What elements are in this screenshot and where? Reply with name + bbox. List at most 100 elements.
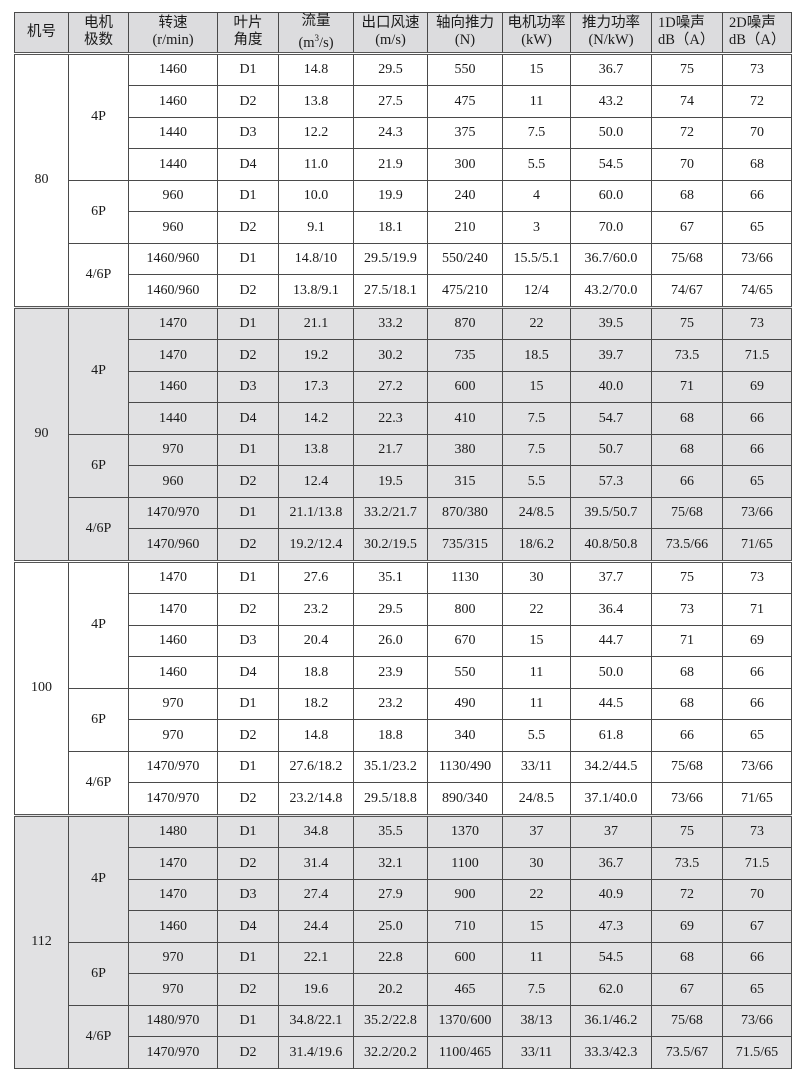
blade-angle-cell: D1 [217,687,279,721]
header-noise-2d-l2: dB（A） [729,32,786,49]
table-row: 970 D2 19.6 20.2 465 7.5 62.0 67 65 [15,973,792,1006]
motor-power-cell: 7.5 [502,973,571,1006]
noise-1d-cell: 68 [651,656,723,689]
noise-1d-cell: 75/68 [651,750,723,784]
motor-power-cell: 22 [502,306,571,341]
blade-angle-cell: D1 [217,750,279,784]
flow-cell: 19.2 [278,339,354,372]
table-row: 6P 960 D1 10.0 19.9 240 4 60.0 68 66 [15,179,792,244]
blade-angle-cell: D4 [217,148,279,181]
speed-cell: 1470 [128,306,218,341]
noise-2d-cell: 70 [722,878,792,912]
header-speed-l1: 转速 [158,15,188,32]
table-row: 960 D2 12.4 19.5 315 5.5 57.3 66 65 [15,465,792,498]
header-flow-unit-b: /s) [319,34,334,51]
noise-1d-cell: 68 [651,179,723,213]
speed-cell: 1480/970 [128,1004,218,1038]
noise-2d-cell: 69 [722,370,792,404]
axial-thrust-cell: 1100 [427,847,503,880]
poles-cell: 4P [68,306,129,435]
thrust-power-cell: 61.8 [570,719,652,752]
flow-cell: 13.8 [278,433,354,467]
thrust-power-cell: 70.0 [570,211,652,244]
blade-angle-cell: D1 [217,496,279,530]
flow-cell: 22.1 [278,941,354,975]
header-noise-2d: 2D噪声 dB（A） [722,12,792,54]
axial-thrust-cell: 550 [427,656,503,689]
motor-power-cell: 33/11 [502,750,571,784]
speed-cell: 1460 [128,370,218,404]
axial-thrust-cell: 465 [427,973,503,1006]
outlet-velocity-cell: 25.0 [353,910,428,943]
noise-2d-cell: 72 [722,85,792,118]
poles-cell: 4P [68,560,129,689]
axial-thrust-cell: 315 [427,465,503,498]
motor-power-cell: 7.5 [502,433,571,467]
outlet-velocity-cell: 24.3 [353,116,428,150]
noise-2d-cell: 66 [722,402,792,435]
speed-cell: 960 [128,465,218,498]
speed-cell: 1470 [128,339,218,372]
flow-cell: 19.6 [278,973,354,1006]
noise-2d-cell: 71.5 [722,847,792,880]
table-row: 1440 D4 14.2 22.3 410 7.5 54.7 68 66 [15,402,792,435]
thrust-power-cell: 39.5/50.7 [570,496,652,530]
axial-thrust-cell: 300 [427,148,503,181]
noise-2d-cell: 73 [722,52,792,87]
noise-2d-cell: 71 [722,593,792,626]
noise-2d-cell: 73 [722,306,792,341]
section-machine-90: 90 4P 1470 D1 21.1 33.2 870 22 39.5 75 73 1470 D2 19.… [14,306,792,562]
blade-angle-cell: D2 [217,85,279,118]
speed-cell: 1470 [128,847,218,880]
flow-cell: 14.2 [278,402,354,435]
axial-thrust-cell: 1370 [427,814,503,849]
noise-2d-cell: 71.5 [722,339,792,372]
motor-power-cell: 4 [502,179,571,213]
speed-cell: 960 [128,179,218,213]
axial-thrust-cell: 870 [427,306,503,341]
blade-angle-cell: D3 [217,878,279,912]
axial-thrust-cell: 600 [427,370,503,404]
speed-cell: 960 [128,211,218,244]
noise-1d-cell: 68 [651,941,723,975]
table-row: 6P 970 D1 22.1 22.8 600 11 54.5 68 66 [15,941,792,1006]
flow-cell: 21.1 [278,306,354,341]
section-machine-80: 80 4P 1460 D1 14.8 29.5 550 15 36.7 75 73 1460 D2 13.… [14,52,792,308]
speed-cell: 1460 [128,624,218,658]
thrust-power-cell: 36.1/46.2 [570,1004,652,1038]
flow-cell: 10.0 [278,179,354,213]
header-poles: 电机 极数 [68,12,129,54]
noise-1d-cell: 75 [651,52,723,87]
flow-cell: 14.8 [278,52,354,87]
motor-power-cell: 15 [502,910,571,943]
flow-cell: 12.4 [278,465,354,498]
header-thrust-power-l2: (N/kW) [588,32,634,49]
blade-angle-cell: D4 [217,402,279,435]
speed-cell: 970 [128,941,218,975]
speed-cell: 1470/960 [128,528,218,562]
axial-thrust-cell: 340 [427,719,503,752]
axial-thrust-cell: 710 [427,910,503,943]
motor-power-cell: 7.5 [502,116,571,150]
thrust-power-cell: 54.5 [570,941,652,975]
motor-power-cell: 24/8.5 [502,782,571,816]
motor-power-cell: 11 [502,941,571,975]
blade-angle-cell: D1 [217,306,279,341]
outlet-velocity-cell: 29.5/18.8 [353,782,428,816]
axial-thrust-cell: 380 [427,433,503,467]
speed-cell: 1470/970 [128,1036,218,1069]
motor-power-cell: 22 [502,878,571,912]
table-row: 80 4P 1460 D1 14.8 29.5 550 15 36.7 75 73 [14,52,792,308]
noise-1d-cell: 75 [651,560,723,595]
poles-cell: 4P [68,814,129,943]
table-row: 112 4P 1480 D1 34.8 35.5 1370 37 37 75 73 [14,814,792,1069]
table-row: 1440 D3 12.2 24.3 375 7.5 50.0 72 70 [15,116,792,150]
outlet-velocity-cell: 19.9 [353,179,428,213]
outlet-velocity-cell: 35.1 [353,560,428,595]
axial-thrust-cell: 1130/490 [427,750,503,784]
header-axial-thrust-l2: (N) [454,32,476,49]
noise-1d-cell: 66 [651,719,723,752]
blade-angle-cell: D2 [217,847,279,880]
thrust-power-cell: 40.9 [570,878,652,912]
speed-cell: 1480 [128,814,218,849]
